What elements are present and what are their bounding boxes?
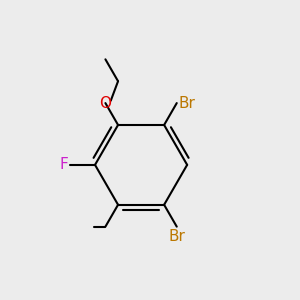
Text: Br: Br [168,229,185,244]
Text: O: O [99,96,111,111]
Text: F: F [59,158,68,172]
Text: Br: Br [178,96,195,111]
